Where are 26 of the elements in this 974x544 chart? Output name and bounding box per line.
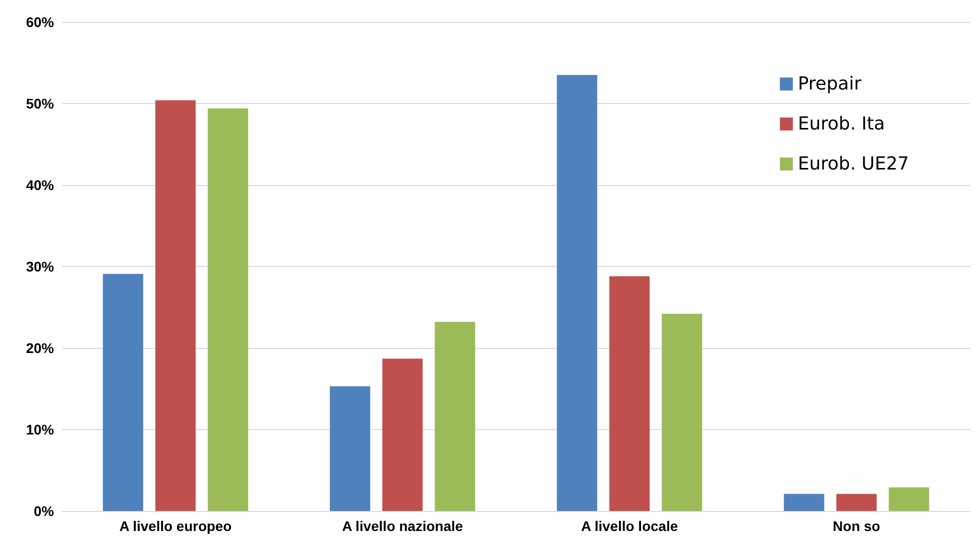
x-tick-label: A livello locale	[581, 518, 678, 534]
bar	[609, 276, 650, 511]
bar	[382, 358, 423, 511]
legend-label: Prepair	[798, 74, 862, 94]
bar	[556, 74, 598, 511]
legend-label: Eurob. Ita	[798, 114, 885, 134]
bar	[330, 386, 370, 511]
y-tick-label: 30%	[26, 258, 55, 274]
y-tick-label: 40%	[26, 177, 55, 193]
y-tick-label: 50%	[26, 96, 55, 112]
legend-label: Eurob. UE27	[798, 154, 910, 174]
y-tick-label: 20%	[26, 340, 55, 356]
bar	[888, 487, 930, 511]
bar	[836, 494, 877, 511]
bar	[784, 494, 824, 511]
x-tick-label: Non so	[832, 518, 880, 534]
bar	[662, 314, 702, 511]
y-tick-label: 0%	[34, 503, 55, 519]
x-tick-label: A livello nazionale	[342, 518, 464, 534]
bar	[155, 100, 196, 511]
y-tick-label: 10%	[26, 422, 55, 438]
bar	[102, 274, 144, 511]
bar	[434, 322, 476, 511]
x-tick-label: A livello europeo	[119, 518, 232, 534]
bar	[208, 108, 248, 511]
y-tick-label: 60%	[26, 14, 55, 30]
